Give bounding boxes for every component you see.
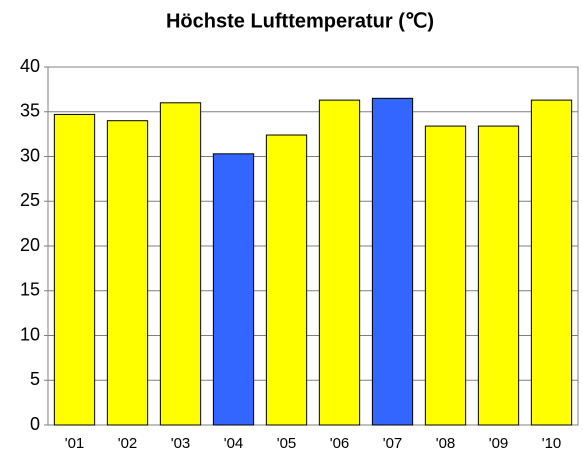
x-tick-label: '03 <box>171 435 191 452</box>
chart-title: Höchste Lufttemperatur (℃) <box>166 10 434 32</box>
bar <box>159 102 202 426</box>
x-tick-label: '09 <box>489 435 509 452</box>
bar <box>318 99 361 426</box>
bar <box>212 153 255 426</box>
x-tick-label: '06 <box>330 435 350 452</box>
x-tick-label: '04 <box>224 435 244 452</box>
x-tick-label: '01 <box>65 435 85 452</box>
bar <box>106 120 149 426</box>
y-tick-label: 35 <box>20 101 40 121</box>
x-tick-label: '02 <box>118 435 138 452</box>
x-tick-label: '08 <box>436 435 456 452</box>
bar <box>530 99 573 426</box>
x-tick-label: '05 <box>277 435 297 452</box>
y-tick-label: 20 <box>20 235 40 255</box>
bar <box>265 134 308 426</box>
bar <box>53 113 96 426</box>
x-tick-label: '10 <box>542 435 562 452</box>
y-tick-label: 15 <box>20 280 40 300</box>
y-tick-label: 5 <box>30 369 40 389</box>
y-tick-label: 25 <box>20 190 40 210</box>
y-tick-label: 0 <box>30 414 40 434</box>
y-tick-label: 40 <box>20 56 40 76</box>
bar <box>371 97 414 426</box>
y-tick-label: 30 <box>20 145 40 165</box>
bar <box>477 125 520 426</box>
y-tick-label: 10 <box>20 324 40 344</box>
bar <box>424 125 467 426</box>
x-tick-label: '07 <box>383 435 403 452</box>
